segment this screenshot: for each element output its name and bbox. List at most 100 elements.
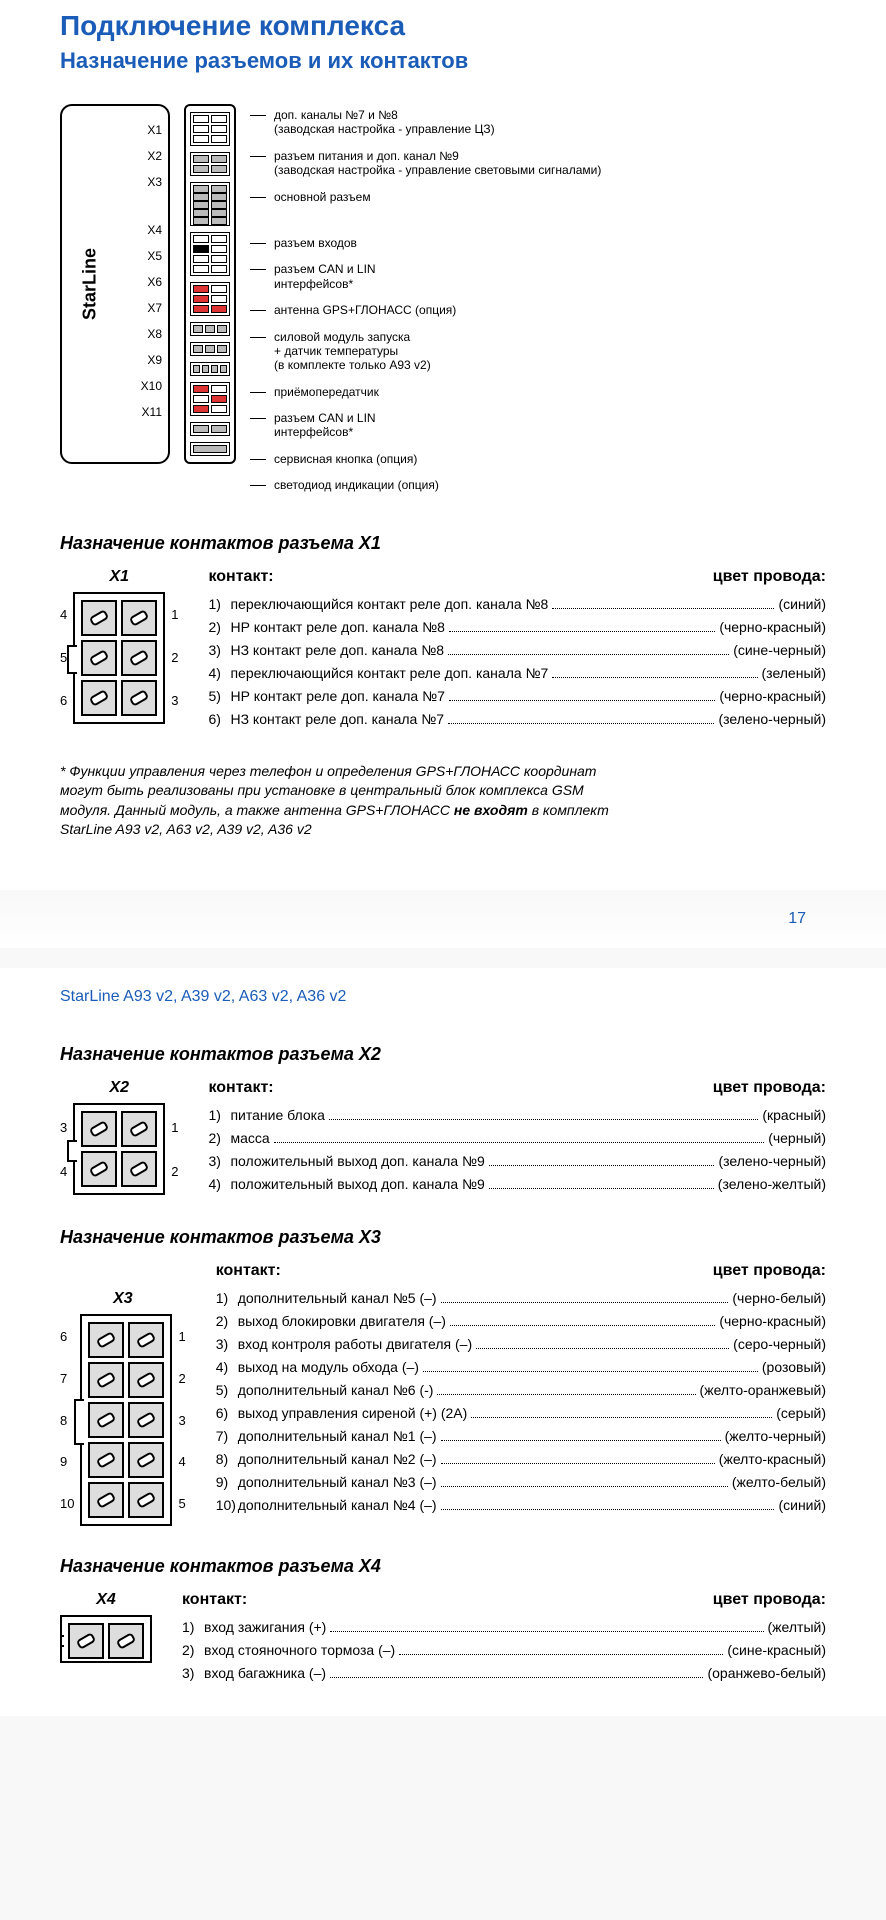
pin-desc: НР контакт реле доп. канала №8 — [230, 617, 444, 638]
pin-num: 1) — [216, 1288, 238, 1309]
pin-desc: дополнительный канал №3 (–) — [238, 1472, 437, 1493]
pin-num: 2) — [182, 1640, 204, 1661]
pin-row: 6)НЗ контакт реле доп. канала №7 (зелено-… — [208, 709, 826, 730]
desc-text: антенна GPS+ГЛОНАСС (опция) — [274, 303, 456, 317]
main-title: Подключение комплекса — [60, 0, 826, 42]
pin-row: 10)дополнительный канал №4 (–)(синий) — [216, 1495, 826, 1516]
desc-text: интерфейсов* — [274, 277, 353, 291]
pin-num: 1) — [182, 1617, 204, 1638]
desc-text: (в комплекте только A93 v2) — [274, 358, 431, 372]
x1-grid — [73, 592, 165, 724]
x2-connector-diagram: X2 34 12 — [60, 1079, 178, 1195]
x1-right-nums: 123 — [171, 592, 178, 724]
pin-color: (черный) — [768, 1128, 826, 1149]
desc-text: интерфейсов* — [274, 425, 353, 439]
pin-row: 7)дополнительный канал №1 (–)(желто-черн… — [216, 1426, 826, 1447]
device-outline: StarLine X1 X2 X3 X4 X5 X6 X7 X8 X9 X10 … — [60, 104, 170, 464]
xlabel: X5 — [147, 250, 162, 262]
pin-desc: НЗ контакт реле доп. канала №7 — [230, 709, 444, 730]
pin-color: (желто-белый) — [732, 1472, 826, 1493]
pin-num: 2) — [216, 1311, 238, 1332]
x3-connector-diagram: X3 678910 12345 — [60, 1290, 186, 1526]
pin-row: 3)вход багажника (–)(оранжево-белый) — [182, 1663, 826, 1684]
pin-num: 2) — [208, 1128, 230, 1149]
mini-connector — [190, 112, 230, 146]
pin-num: 4) — [208, 1174, 230, 1195]
xlabel: X4 — [147, 224, 162, 236]
mini-connector — [190, 182, 230, 226]
pin-color: (сине-красный) — [727, 1640, 826, 1661]
pin-desc: масса — [230, 1128, 269, 1149]
x2-pinout: X2 34 12 контакт:цвет провода: 1)питание… — [60, 1079, 826, 1197]
pin-color: (черно-белый) — [732, 1288, 826, 1309]
page-1: Подключение комплекса Назначение разъемо… — [0, 0, 886, 890]
pin-color: (желто-оранжевый) — [700, 1380, 826, 1401]
page-number: 17 — [0, 890, 886, 948]
mini-connector — [190, 282, 230, 316]
pin-color: (зеленый) — [762, 663, 826, 684]
pin-color: (зелено-черный) — [718, 709, 826, 730]
desc-text: разъем CAN и LIN — [274, 262, 376, 276]
pin-color: (черно-красный) — [719, 686, 826, 707]
hdr-color: цвет провода: — [713, 1591, 826, 1609]
pin-row: 5)НР контакт реле доп. канала №7(черно-к… — [208, 686, 826, 707]
pin-desc: питание блока — [230, 1105, 324, 1126]
desc-text: разъем CAN и LIN — [274, 411, 376, 425]
pin-row: 2)вход стояночного тормоза (–) (сине-крас… — [182, 1640, 826, 1661]
mini-connector — [190, 152, 230, 176]
desc-text: основной разъем — [274, 190, 371, 204]
page-2: StarLine A93 v2, A39 v2, A63 v2, A36 v2 … — [0, 968, 886, 1716]
x4-section-title: Назначение контактов разъема X4 — [60, 1556, 826, 1577]
hdr-contact: контакт: — [182, 1591, 247, 1609]
xlabel: X9 — [147, 354, 162, 366]
mini-connector — [190, 422, 230, 436]
pin-row: 8)дополнительный канал №2 (–)(желто-крас… — [216, 1449, 826, 1470]
pin-row: 9)дополнительный канал №3 (–) (желто-белы… — [216, 1472, 826, 1493]
pin-row: 2)выход блокировки двигателя (–)(черно-к… — [216, 1311, 826, 1332]
pin-num: 6) — [208, 709, 230, 730]
pin-color: (зелено-желтый) — [718, 1174, 826, 1195]
pin-row: 3)вход контроля работы двигателя (–)(сер… — [216, 1334, 826, 1355]
pin-color: (серо-черный) — [733, 1334, 826, 1355]
pin-row: 1)вход зажигания (+) (желтый) — [182, 1617, 826, 1638]
hdr-contact: контакт: — [216, 1262, 281, 1280]
hdr-contact: контакт: — [208, 568, 273, 586]
xlabel: X2 — [147, 150, 162, 162]
pin-color: (розовый) — [762, 1357, 826, 1378]
pin-desc: дополнительный канал №2 (–) — [238, 1449, 437, 1470]
x3-left-nums: 678910 — [60, 1314, 74, 1526]
pin-num: 7) — [216, 1426, 238, 1447]
pin-desc: переключающийся контакт реле доп. канала… — [230, 594, 548, 615]
pin-desc: выход блокировки двигателя (–) — [238, 1311, 446, 1332]
pin-color: (желто-черный) — [725, 1426, 826, 1447]
pin-desc: положительный выход доп. канала №9 — [230, 1151, 484, 1172]
mini-connector — [190, 362, 230, 376]
brand-label: StarLine — [80, 248, 101, 320]
desc-text: разъем входов — [274, 236, 357, 250]
x4-grid — [60, 1615, 152, 1663]
pin-num: 2) — [208, 617, 230, 638]
mini-connector — [190, 232, 230, 276]
hdr-color: цвет провода: — [713, 568, 826, 586]
xlabel: X8 — [147, 328, 162, 340]
pin-num: 3) — [182, 1663, 204, 1684]
pin-desc: положительный выход доп. канала №9 — [230, 1174, 484, 1195]
x2-conn-label: X2 — [109, 1079, 129, 1097]
pin-color: (синий) — [778, 594, 826, 615]
xlabel: X6 — [147, 276, 162, 288]
desc-text: + датчик температуры — [274, 344, 398, 358]
pin-desc: вход зажигания (+) — [204, 1617, 326, 1638]
xlabel: X11 — [142, 406, 162, 418]
pin-num: 1) — [208, 1105, 230, 1126]
pin-color: (желтый) — [768, 1617, 826, 1638]
desc-text: разъем питания и доп. канал №9 — [274, 149, 459, 163]
pin-desc: вход стояночного тормоза (–) — [204, 1640, 395, 1661]
pin-row: 3)НЗ контакт реле доп. канала №8(сине-че… — [208, 640, 826, 661]
pin-num: 9) — [216, 1472, 238, 1493]
desc-text: доп. каналы №7 и №8 — [274, 108, 398, 122]
connector-strip-graphic — [184, 104, 236, 464]
pin-num: 4) — [216, 1357, 238, 1378]
pin-desc: НР контакт реле доп. канала №7 — [230, 686, 444, 707]
pin-row: 2)НР контакт реле доп. канала №8(черно-к… — [208, 617, 826, 638]
x3-grid — [80, 1314, 172, 1526]
